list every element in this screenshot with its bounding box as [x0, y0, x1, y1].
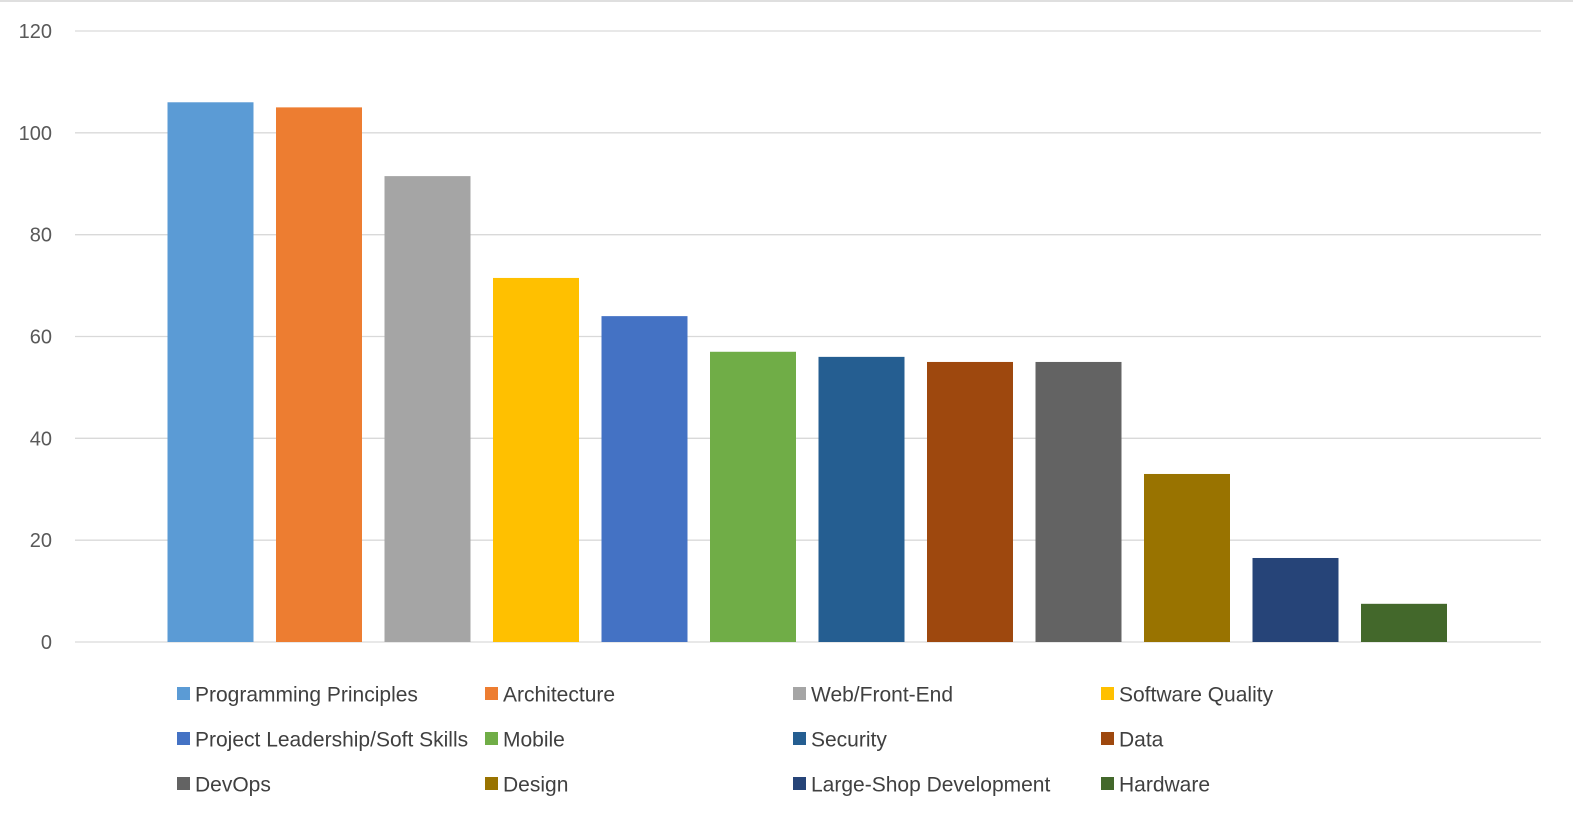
legend-item: Web/Front-End	[793, 684, 953, 707]
y-tick-label: 100	[19, 123, 52, 145]
y-tick-label: 60	[30, 327, 52, 349]
legend-label: Large-Shop Development	[811, 774, 1050, 797]
legend-swatch	[485, 777, 498, 790]
legend-item: DevOps	[177, 774, 271, 797]
legend-swatch	[1101, 732, 1114, 745]
bar-mobile	[710, 351, 796, 642]
bar-web-front-end	[384, 176, 471, 643]
bar-project-leadership-soft-skills	[601, 316, 688, 642]
legend-swatch	[793, 687, 806, 700]
y-tick-label: 0	[41, 632, 52, 654]
bar-hardware	[1361, 603, 1447, 642]
legend-item: Software Quality	[1101, 684, 1274, 707]
legend: Programming Principles Architecture Web/Fr…	[177, 684, 1274, 797]
legend-label: Architecture	[503, 684, 615, 707]
legend-label: Mobile	[503, 729, 565, 752]
legend-label: Hardware	[1119, 774, 1210, 797]
legend-swatch	[1101, 687, 1114, 700]
legend-label: Design	[503, 774, 568, 797]
legend-label: Data	[1119, 729, 1164, 752]
legend-swatch	[1101, 777, 1114, 790]
legend-label: DevOps	[195, 774, 271, 797]
bar-design	[1144, 473, 1230, 642]
y-tick-label: 80	[30, 225, 52, 247]
legend-swatch	[485, 732, 498, 745]
bar-software-quality	[493, 277, 579, 642]
y-axis-tick-labels: 0 20 40 60 80 100 120	[19, 21, 52, 654]
y-tick-label: 120	[19, 21, 52, 43]
bar-security	[818, 356, 905, 642]
bar-data	[927, 361, 1013, 642]
legend-item: Project Leadership/Soft Skills	[177, 729, 468, 752]
legend-swatch	[793, 732, 806, 745]
legend-label: Software Quality	[1119, 684, 1274, 707]
legend-swatch	[177, 732, 190, 745]
legend-swatch	[177, 777, 190, 790]
bar-devops	[1035, 361, 1122, 642]
legend-label: Web/Front-End	[811, 684, 953, 707]
legend-swatch	[485, 687, 498, 700]
bars	[167, 102, 1447, 643]
bar-large-shop-development	[1252, 557, 1339, 642]
legend-item: Design	[485, 774, 568, 797]
bar-architecture	[276, 107, 362, 642]
legend-label: Security	[811, 729, 887, 752]
legend-item: Architecture	[485, 684, 615, 707]
legend-label: Programming Principles	[195, 684, 418, 707]
legend-swatch	[793, 777, 806, 790]
y-tick-label: 40	[30, 428, 52, 450]
legend-item: Security	[793, 729, 887, 752]
bar-programming-principles	[167, 102, 254, 643]
legend-item: Mobile	[485, 729, 565, 752]
y-tick-label: 20	[30, 530, 52, 552]
legend-item: Large-Shop Development	[793, 774, 1050, 797]
legend-item: Data	[1101, 729, 1164, 752]
legend-item: Hardware	[1101, 774, 1210, 797]
legend-swatch	[177, 687, 190, 700]
legend-item: Programming Principles	[177, 684, 418, 707]
legend-label: Project Leadership/Soft Skills	[195, 729, 468, 752]
